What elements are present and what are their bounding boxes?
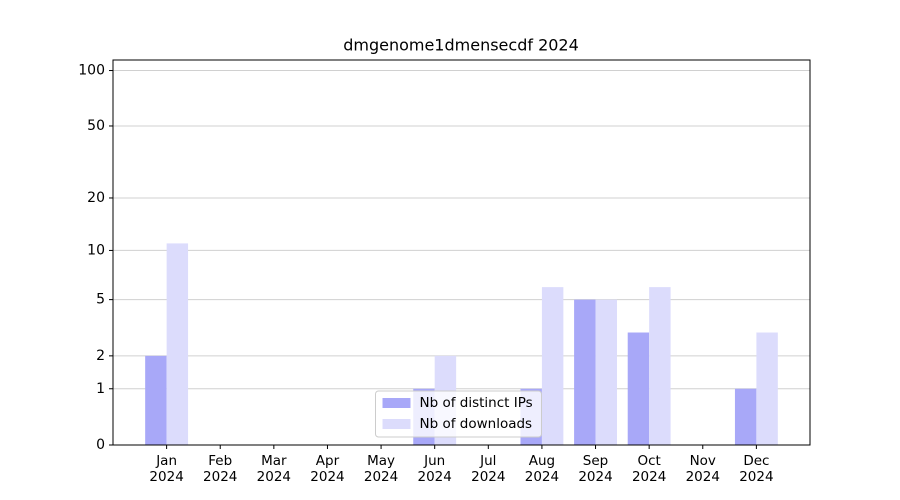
- y-tick-label: 50: [87, 118, 105, 134]
- x-tick-label: May 2024: [363, 453, 399, 485]
- bar: [541, 287, 564, 445]
- x-tick-label: Nov 2024: [685, 453, 720, 485]
- plot-frame: [112, 59, 811, 446]
- y-tick-label: 1: [96, 381, 105, 397]
- legend-swatch: [382, 419, 411, 429]
- y-tick-label: 100: [78, 63, 105, 79]
- bar: [627, 332, 650, 445]
- bar: [574, 299, 596, 445]
- x-tick-label: Jul 2024: [471, 453, 506, 485]
- y-tick-label: 20: [87, 190, 105, 206]
- y-tick-label: 2: [96, 348, 105, 364]
- x-tick-label: Aug 2024: [524, 453, 560, 485]
- x-tick-label: Feb 2024: [203, 453, 238, 485]
- legend-label: Nb of distinct IPs: [420, 395, 533, 411]
- legend-label: Nb of downloads: [420, 416, 533, 432]
- x-tick-label: Jun 2024: [417, 453, 452, 485]
- bar: [145, 355, 167, 445]
- x-tick-label: Oct 2024: [631, 453, 667, 485]
- bar: [166, 243, 189, 445]
- x-tick-label: Dec 2024: [739, 453, 774, 485]
- bar: [649, 287, 671, 445]
- y-tick-label: 5: [96, 292, 105, 308]
- bar: [756, 332, 778, 445]
- legend-swatch: [382, 398, 411, 408]
- bar: [595, 299, 617, 445]
- x-tick-label: Apr 2024: [310, 453, 345, 485]
- y-tick-label: 10: [87, 242, 105, 258]
- x-tick-label: Sep 2024: [578, 453, 613, 485]
- y-tick-label: 0: [96, 437, 105, 453]
- bar: [734, 388, 757, 445]
- x-tick-label: Jan 2024: [149, 453, 184, 485]
- x-tick-label: Mar 2024: [256, 453, 292, 485]
- chart-title: dmgenome1dmensecdf 2024: [343, 36, 579, 55]
- legend-box: [375, 390, 542, 438]
